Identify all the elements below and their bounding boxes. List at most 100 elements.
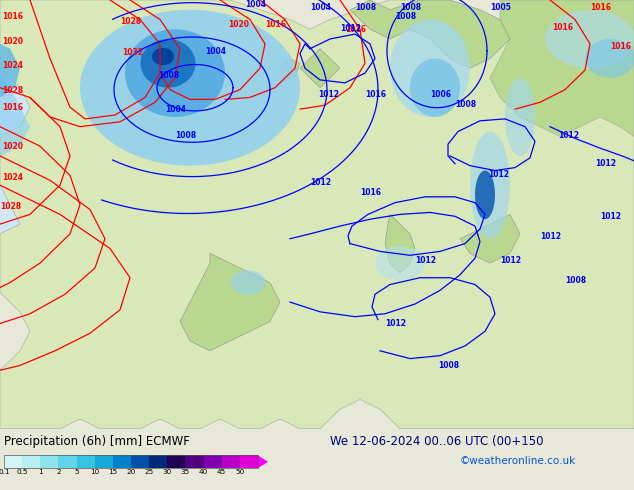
Text: 1020: 1020: [2, 142, 23, 150]
Text: 1028: 1028: [2, 86, 23, 95]
Text: 1020: 1020: [228, 20, 249, 29]
Text: 1012: 1012: [318, 91, 339, 99]
Text: 5: 5: [74, 469, 79, 475]
Text: 1008: 1008: [400, 3, 421, 12]
Polygon shape: [350, 0, 510, 68]
Text: 20: 20: [126, 469, 136, 475]
Text: 1016: 1016: [610, 42, 631, 51]
Text: 1004: 1004: [165, 105, 186, 114]
Text: 1032: 1032: [122, 48, 143, 57]
Text: 1016: 1016: [360, 188, 381, 197]
Ellipse shape: [152, 48, 174, 65]
Bar: [94, 455, 113, 468]
Ellipse shape: [505, 78, 535, 156]
Text: 1004: 1004: [310, 3, 331, 12]
Text: 15: 15: [108, 469, 117, 475]
Text: 0.5: 0.5: [16, 469, 28, 475]
Ellipse shape: [231, 270, 266, 295]
Bar: [4, 455, 22, 468]
Text: 1012: 1012: [595, 159, 616, 168]
Ellipse shape: [390, 20, 470, 117]
Bar: [113, 455, 131, 468]
Text: 1016: 1016: [365, 91, 386, 99]
Text: 1012: 1012: [600, 212, 621, 221]
Text: 1006: 1006: [430, 91, 451, 99]
Bar: [58, 455, 77, 468]
Text: We 12-06-2024 00..06 UTC (00+150: We 12-06-2024 00..06 UTC (00+150: [330, 435, 543, 448]
Text: ©weatheronline.co.uk: ©weatheronline.co.uk: [460, 456, 576, 466]
Polygon shape: [280, 58, 300, 80]
Text: 1016: 1016: [2, 12, 23, 22]
Ellipse shape: [475, 171, 495, 219]
Text: 1028: 1028: [120, 17, 141, 26]
Bar: [41, 455, 58, 468]
Text: 1008: 1008: [455, 100, 476, 109]
Text: 1012: 1012: [310, 178, 331, 187]
Text: 1004: 1004: [205, 47, 226, 55]
Text: 45: 45: [217, 469, 226, 475]
Text: 30: 30: [163, 469, 172, 475]
Ellipse shape: [545, 10, 634, 68]
Text: 40: 40: [199, 469, 208, 475]
Text: 25: 25: [145, 469, 154, 475]
Text: 0.1: 0.1: [0, 469, 10, 475]
Bar: [131, 455, 149, 468]
Polygon shape: [0, 0, 120, 78]
Text: 1008: 1008: [355, 3, 376, 12]
Text: 1024: 1024: [2, 173, 23, 182]
Ellipse shape: [80, 10, 300, 166]
Text: 1012: 1012: [558, 131, 579, 140]
Text: 1008: 1008: [438, 361, 459, 370]
Ellipse shape: [410, 58, 460, 117]
Polygon shape: [0, 78, 30, 156]
Text: 1: 1: [38, 469, 42, 475]
Bar: [167, 455, 185, 468]
Text: 1028: 1028: [0, 202, 21, 211]
Bar: [4, 455, 258, 468]
Bar: [149, 455, 167, 468]
Ellipse shape: [375, 246, 425, 280]
Ellipse shape: [141, 39, 195, 88]
Text: 1012: 1012: [415, 256, 436, 265]
Text: 1012: 1012: [540, 232, 561, 241]
Bar: [22, 455, 41, 468]
Polygon shape: [258, 455, 268, 468]
Ellipse shape: [125, 29, 225, 117]
Text: 1016: 1016: [265, 20, 286, 29]
Text: 1012: 1012: [340, 24, 361, 33]
Text: 1008: 1008: [565, 275, 586, 285]
Text: 35: 35: [181, 469, 190, 475]
Text: 1008: 1008: [175, 131, 196, 140]
Text: 1012: 1012: [500, 256, 521, 265]
Text: 10: 10: [90, 469, 100, 475]
Polygon shape: [0, 0, 200, 234]
Text: 1004: 1004: [245, 0, 266, 9]
Text: 1008: 1008: [395, 12, 416, 22]
Text: Precipitation (6h) [mm] ECMWF: Precipitation (6h) [mm] ECMWF: [4, 435, 190, 448]
Text: 1016: 1016: [2, 103, 23, 112]
Text: 2: 2: [56, 469, 61, 475]
Polygon shape: [385, 215, 415, 273]
Bar: [222, 455, 240, 468]
Bar: [240, 455, 258, 468]
Bar: [204, 455, 222, 468]
Polygon shape: [490, 0, 634, 136]
Polygon shape: [460, 215, 520, 263]
Text: 1016: 1016: [552, 23, 573, 32]
Bar: [185, 455, 204, 468]
Text: 1012: 1012: [488, 171, 509, 179]
Ellipse shape: [585, 39, 634, 78]
Text: 1012: 1012: [385, 319, 406, 328]
Polygon shape: [300, 49, 340, 88]
Text: 50: 50: [235, 469, 245, 475]
Polygon shape: [0, 0, 634, 429]
Text: 1024: 1024: [2, 61, 23, 70]
Ellipse shape: [470, 131, 510, 239]
Text: 1016: 1016: [345, 24, 366, 34]
Text: 1016: 1016: [590, 3, 611, 12]
Polygon shape: [0, 44, 20, 98]
Text: 1020: 1020: [2, 37, 23, 46]
Text: 1005: 1005: [490, 3, 511, 12]
Text: 1008: 1008: [158, 71, 179, 80]
Polygon shape: [180, 253, 280, 351]
